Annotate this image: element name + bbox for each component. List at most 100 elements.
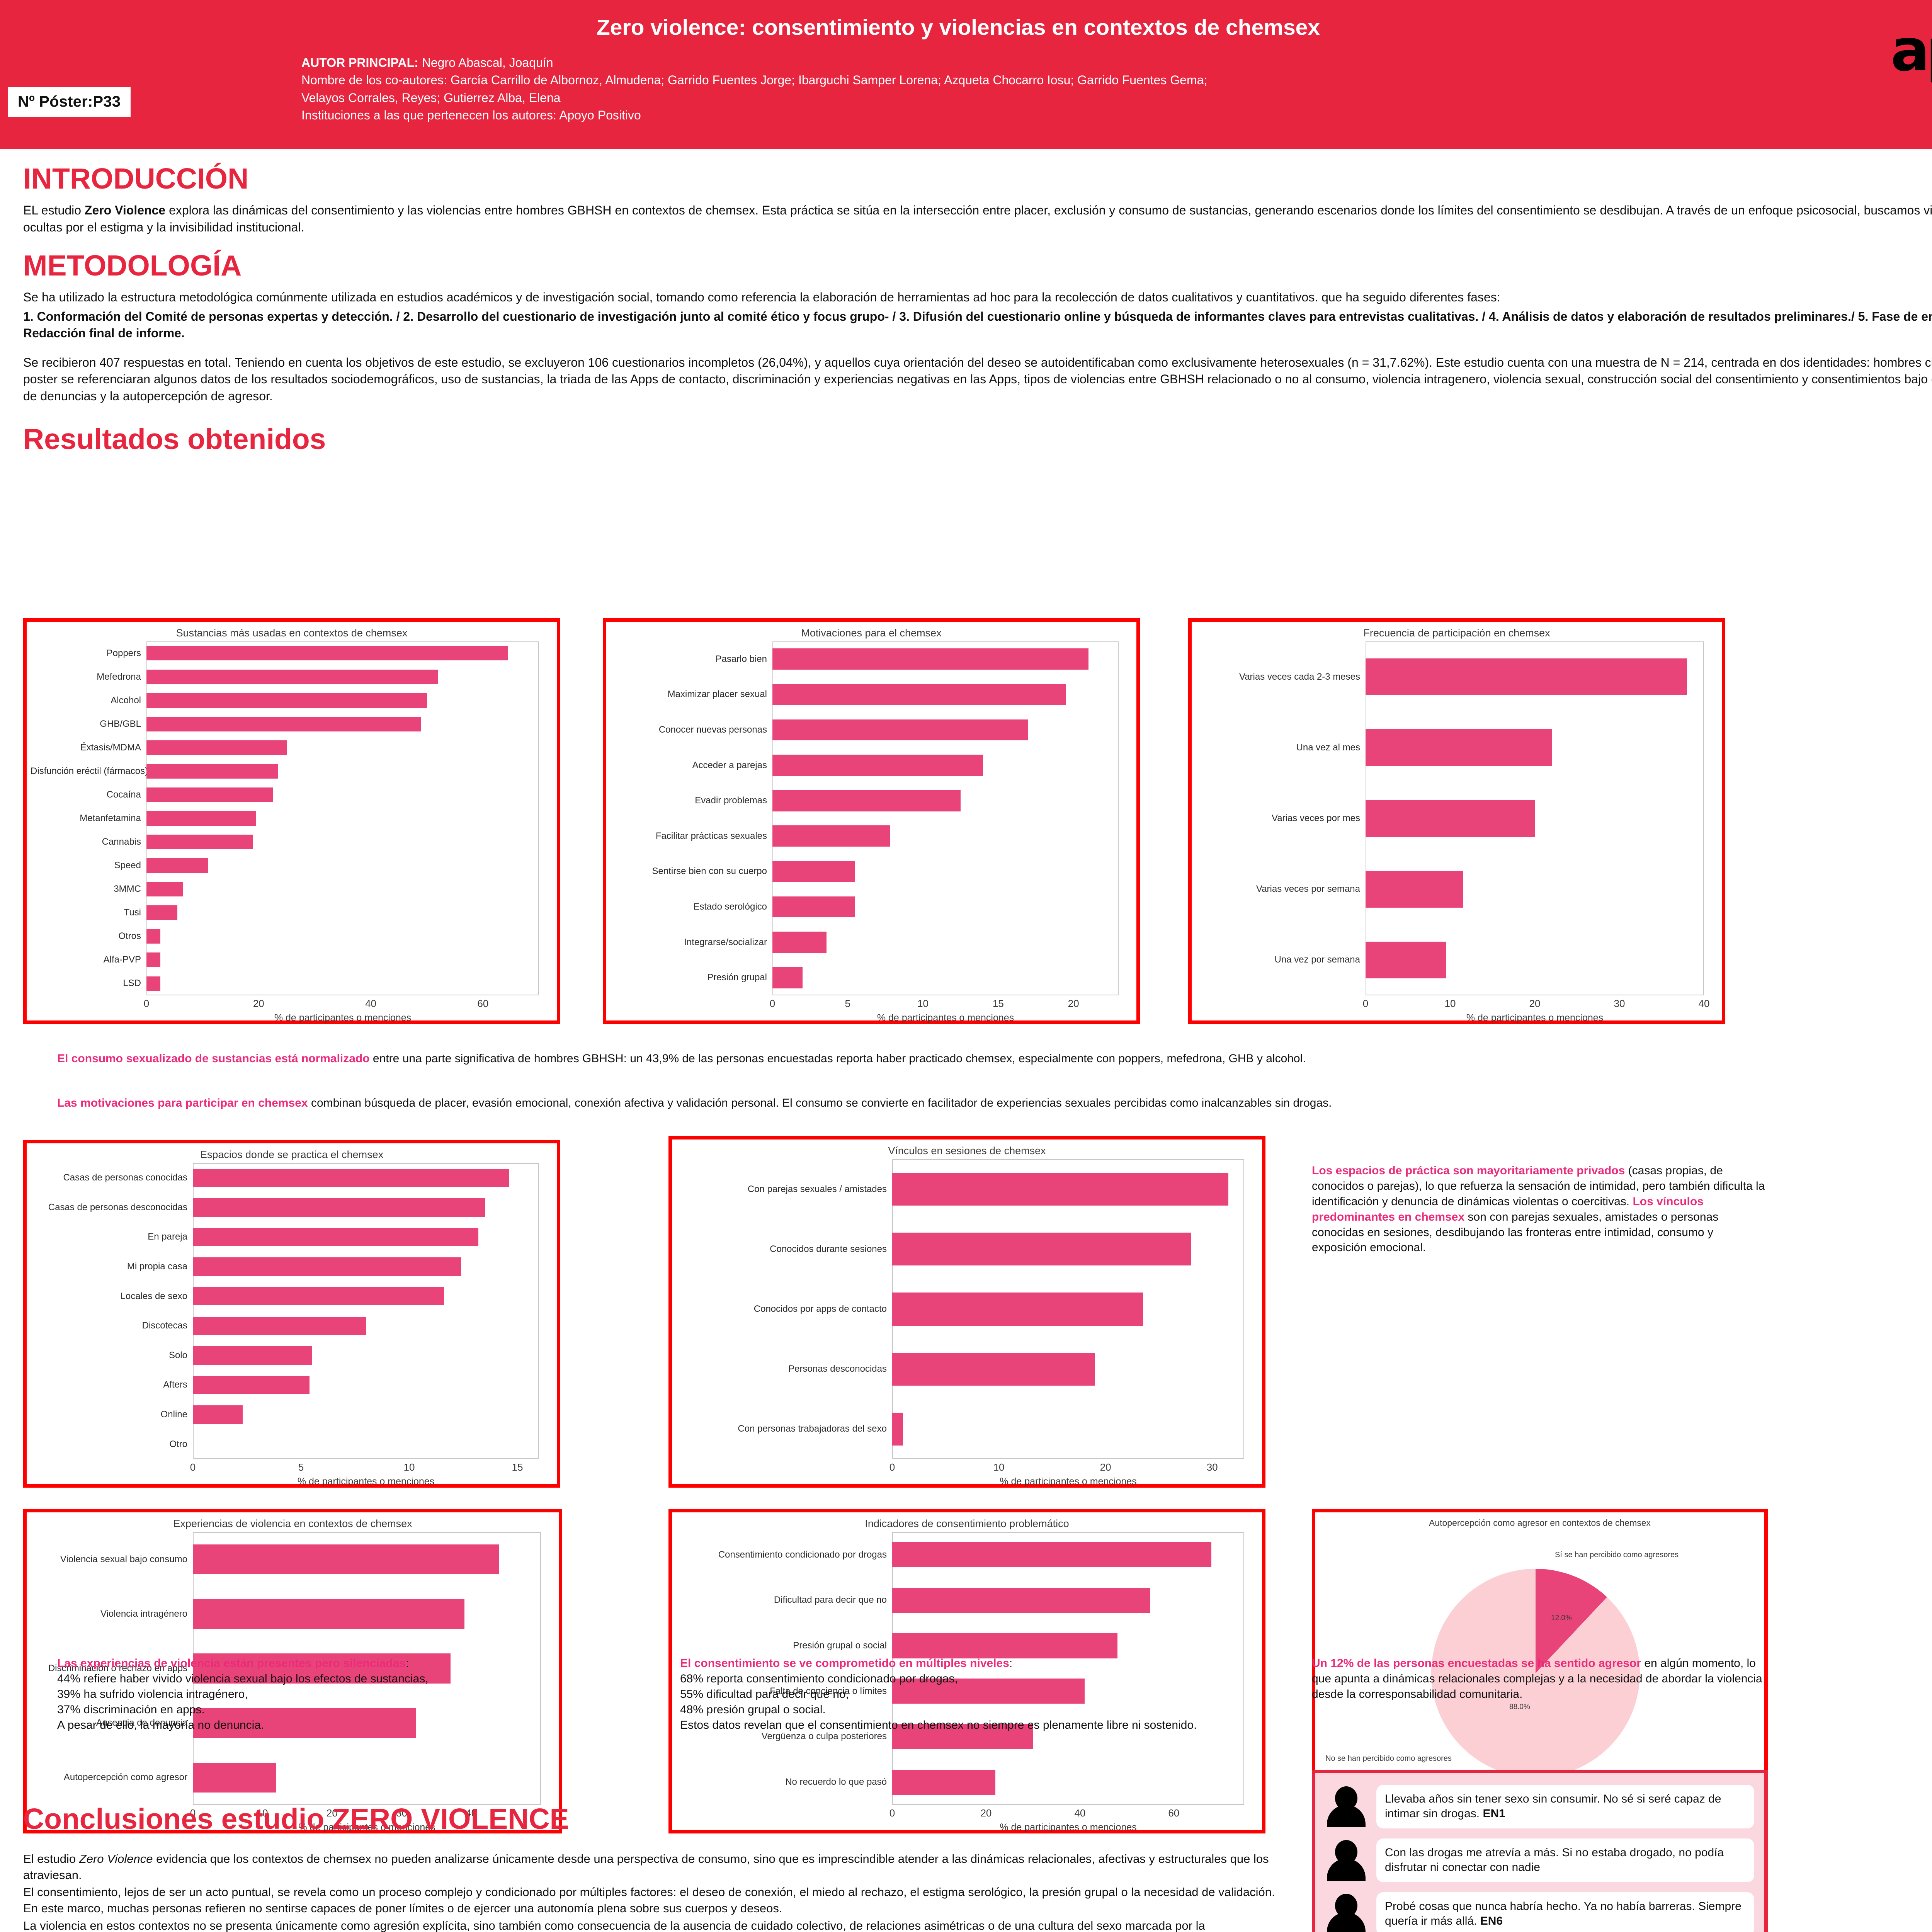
apoyo-positivo-logo: apoy: [1891, 9, 1932, 94]
chart-bar-row: Falta de conciencia o límites: [676, 1668, 1244, 1714]
chart-bar-row: Acceder a parejas: [610, 748, 1119, 783]
chart-bar-row: Ausencia de denuncia: [31, 1696, 541, 1750]
bar-value: [892, 1633, 1118, 1658]
xtick-label: 0: [889, 1461, 895, 1473]
chart-bar-row: Facilitar prácticas sexuales: [610, 818, 1119, 854]
note-espacios: Los espacios de práctica son mayoritaria…: [1312, 1163, 1768, 1255]
bar-value: [772, 861, 855, 882]
xtick-label: 20: [326, 1807, 338, 1819]
bar-category-label: Vergüenza o culpa posteriores: [761, 1731, 887, 1742]
bar-value: [146, 811, 256, 826]
xtick-label: 10: [917, 998, 929, 1009]
chart-bar-row: Estado serológico: [610, 889, 1119, 925]
resultados-heading: Resultados obtenidos: [23, 423, 326, 456]
quote-bubble: Probé cosas que nunca habría hecho. Ya n…: [1376, 1892, 1754, 1932]
quote-item: Llevaba años sin tener sexo sin consumir…: [1325, 1785, 1754, 1828]
xtick-label: 20: [1529, 998, 1541, 1009]
bar-category-label: GHB/GBL: [100, 718, 141, 729]
bar-value: [193, 1376, 310, 1395]
bar-category-label: Violencia sexual bajo consumo: [60, 1554, 187, 1565]
chart-bar-row: Tusi: [31, 901, 539, 925]
bar-category-label: Con personas trabajadoras del sexo: [738, 1423, 887, 1434]
bar-category-label: Disfunción eréctil (fármacos): [31, 765, 148, 776]
pie-area: Sí se han percibido como agresores No se …: [1315, 1528, 1764, 1822]
chart-xticks-sustancias: 0 20 40 60: [144, 995, 539, 1012]
chart-plot-vinculos: Con parejas sexuales / amistades Conocido…: [676, 1159, 1244, 1487]
chart-bar-row: Autopercepción como agresor: [31, 1750, 541, 1805]
bar-value: [193, 1257, 461, 1276]
bar-value: [146, 976, 161, 991]
note-violencia-highlight: Las experiencias de violencia están pres…: [57, 1657, 406, 1670]
note-consentimiento-colon: :: [1009, 1657, 1013, 1670]
chart-bar-row: Varias veces por semana: [1196, 854, 1704, 925]
chart-espacios: Espacios donde se practica el chemsex Cas…: [23, 1140, 560, 1488]
bar-value: [193, 1346, 312, 1365]
bar-value: [892, 1293, 1143, 1326]
chart-bar-row: Afters: [31, 1370, 539, 1400]
chart-bar-row: Discriminación o rechazo en apps: [31, 1641, 541, 1696]
chart-xlabel-espacios: % de participantes o menciones: [297, 1476, 435, 1487]
institutions-line: Instituciones a las que pertenecen los a…: [301, 108, 641, 122]
chart-xticks-vinculos: 0 10 20 30: [889, 1459, 1244, 1476]
chart-title-espacios: Espacios donde se practica el chemsex: [200, 1149, 384, 1160]
note-agresor: Un 12% de las personas encuestadas se ha…: [1312, 1656, 1768, 1702]
chart-bar-row: Una vez por semana: [1196, 925, 1704, 995]
bar-category-label: Alfa-PVP: [103, 954, 141, 965]
chart-plot-espacios: Casas de personas conocidas Casas de pers…: [31, 1163, 539, 1487]
metodologia-p1: Se ha utilizado la estructura metodológi…: [23, 290, 1500, 304]
chart-xlabel-consentimiento: % de participantes o menciones: [1000, 1822, 1137, 1833]
bar-category-label: Tusi: [124, 907, 141, 918]
bar-value: [892, 1724, 1033, 1749]
chart-plot-frecuencia: Varias veces cada 2-3 meses Una vez al me…: [1196, 641, 1709, 1024]
chart-bar-row: Integrarse/socializar: [610, 925, 1119, 960]
bar-category-label: Presión grupal o social: [793, 1640, 887, 1651]
bar-value: [146, 764, 279, 779]
bar-value: [193, 1316, 366, 1335]
chart-bar-row: Sentirse bien con su cuerpo: [610, 854, 1119, 889]
chart-title-sustancias: Sustancias más usadas en contextos de ch…: [176, 627, 408, 639]
note-consentimiento-highlight: El consentimiento se ve comprometido en …: [680, 1657, 1009, 1670]
bar-category-label: Personas desconocidas: [788, 1364, 887, 1374]
xtick-label: 20: [980, 1807, 992, 1819]
bar-value: [772, 932, 827, 953]
chart-bar-row: Otros: [31, 925, 539, 948]
coauthors-line-2: Velayos Corrales, Reyes; Gutierrez Alba,…: [301, 90, 561, 105]
bar-value: [892, 1233, 1191, 1266]
chart-plot-motivaciones: Pasarlo bien Maximizar placer sexual Conoc…: [610, 641, 1119, 1024]
chart-violencia: Experiencias de violencia en contextos d…: [23, 1509, 562, 1833]
chart-bar-row: Mefedrona: [31, 665, 539, 689]
quote-bubble: Con las drogas me atrevía a más. Si no e…: [1376, 1838, 1754, 1882]
main-author-label: AUTOR PRINCIPAL:: [301, 56, 418, 70]
conclusiones-study-name: Zero Violence: [79, 1852, 153, 1866]
chart-bar-row: Mi propia casa: [31, 1252, 539, 1282]
bar-value: [146, 787, 273, 802]
main-author-line: AUTOR PRINCIPAL: Negro Abascal, Joaquín: [301, 54, 1592, 71]
chart-bar-row: Casas de personas desconocidas: [31, 1193, 539, 1223]
main-author-name: Negro Abascal, Joaquín: [418, 56, 553, 70]
bar-category-label: Alcohol: [111, 695, 141, 706]
bar-category-label: Consentimiento condicionado por drogas: [718, 1549, 887, 1560]
introduccion-heading: INTRODUCCIÓN: [23, 162, 249, 195]
metodologia-heading: METODOLOGÍA: [23, 249, 242, 282]
bar-category-label: Cocaína: [106, 789, 141, 800]
bar-category-label: En pareja: [148, 1231, 187, 1242]
bar-value: [1366, 658, 1687, 696]
bar-category-label: Maximizar placer sexual: [667, 689, 767, 700]
chart-xticks-violencia: 0 10 20 30 40: [190, 1805, 541, 1822]
coauthors-line-1: Nombre de los co-autores: García Carrill…: [301, 73, 1208, 87]
bar-value: [1366, 729, 1552, 766]
chart-bar-row: No recuerdo lo que pasó: [676, 1759, 1244, 1805]
bar-value: [193, 1228, 479, 1247]
bar-category-label: Pasarlo bien: [715, 653, 767, 664]
chart-title-consentimiento: Indicadores de consentimiento problemáti…: [865, 1518, 1069, 1529]
bar-category-label: Violencia intragénero: [100, 1608, 187, 1619]
note-violencia-line-2: 37% discriminación en apps.: [57, 1703, 205, 1716]
bar-category-label: Poppers: [106, 648, 141, 658]
bar-value: [146, 646, 509, 661]
bar-category-label: Online: [160, 1409, 187, 1420]
bar-value: [1366, 871, 1463, 908]
conclusiones-p1-a: El estudio: [23, 1852, 79, 1866]
bar-category-label: Casas de personas desconocidas: [48, 1202, 187, 1213]
chart-bar-row: Conocidos por apps de contacto: [676, 1279, 1244, 1339]
chart-bar-row: Una vez al mes: [1196, 712, 1704, 783]
